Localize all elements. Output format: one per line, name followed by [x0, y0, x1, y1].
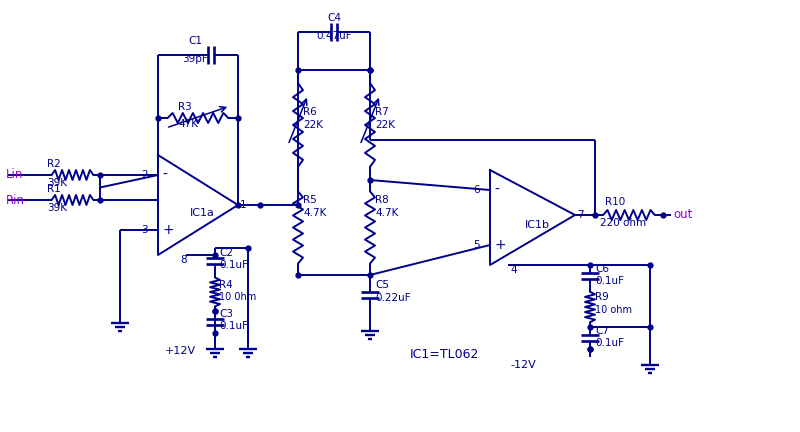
Text: R8: R8 [375, 195, 389, 205]
Text: R3: R3 [178, 102, 192, 112]
Text: C3: C3 [219, 309, 233, 319]
Text: 8: 8 [180, 255, 186, 265]
Text: R1: R1 [47, 184, 61, 194]
Text: 22K: 22K [375, 120, 395, 130]
Text: C1: C1 [188, 36, 202, 46]
Text: +: + [494, 238, 506, 252]
Text: R5: R5 [303, 195, 317, 205]
Text: -: - [162, 168, 167, 182]
Text: 10 0hm: 10 0hm [219, 292, 256, 302]
Text: 7: 7 [577, 210, 584, 220]
Text: 39K: 39K [47, 178, 67, 188]
Text: 0.47uF: 0.47uF [316, 31, 352, 41]
Text: IC1a: IC1a [190, 208, 215, 218]
Text: C4: C4 [327, 13, 341, 23]
Text: 0.1uF: 0.1uF [595, 338, 624, 348]
Text: 0.1uF: 0.1uF [595, 276, 624, 286]
Text: 10 ohm: 10 ohm [595, 305, 632, 315]
Text: 22K: 22K [303, 120, 323, 130]
Text: 6: 6 [474, 185, 480, 195]
Text: 0.1uF: 0.1uF [219, 260, 248, 270]
Text: 0.22uF: 0.22uF [375, 293, 410, 303]
Text: 220 ohm: 220 ohm [600, 218, 646, 228]
Text: R2: R2 [47, 159, 61, 169]
Text: Lin: Lin [6, 168, 23, 181]
Text: -12V: -12V [510, 360, 536, 370]
Text: 0.1uF: 0.1uF [219, 321, 248, 331]
Text: 5: 5 [474, 240, 480, 250]
Text: Rin: Rin [6, 194, 25, 206]
Text: 47K: 47K [178, 119, 198, 129]
Text: +12V: +12V [165, 346, 196, 356]
Text: out: out [673, 209, 692, 222]
Text: 39K: 39K [47, 203, 67, 213]
Text: 4: 4 [510, 265, 517, 275]
Text: C2: C2 [219, 248, 233, 258]
Text: IC1b: IC1b [525, 220, 550, 231]
Text: R9: R9 [595, 292, 609, 302]
Text: R4: R4 [219, 280, 233, 290]
Text: 4.7K: 4.7K [303, 208, 326, 218]
Text: C5: C5 [375, 280, 389, 290]
Text: R6: R6 [303, 107, 317, 117]
Text: C7: C7 [595, 326, 609, 336]
Text: +: + [162, 223, 174, 237]
Text: 1: 1 [240, 200, 246, 210]
Text: IC1=TL062: IC1=TL062 [410, 349, 479, 362]
Text: 4.7K: 4.7K [375, 208, 398, 218]
Text: C6: C6 [595, 264, 609, 274]
Text: R7: R7 [375, 107, 389, 117]
Text: 2: 2 [142, 170, 148, 180]
Text: -: - [494, 183, 499, 197]
Text: 39pF: 39pF [182, 54, 208, 64]
Text: 3: 3 [142, 225, 148, 235]
Text: R10: R10 [605, 197, 626, 207]
